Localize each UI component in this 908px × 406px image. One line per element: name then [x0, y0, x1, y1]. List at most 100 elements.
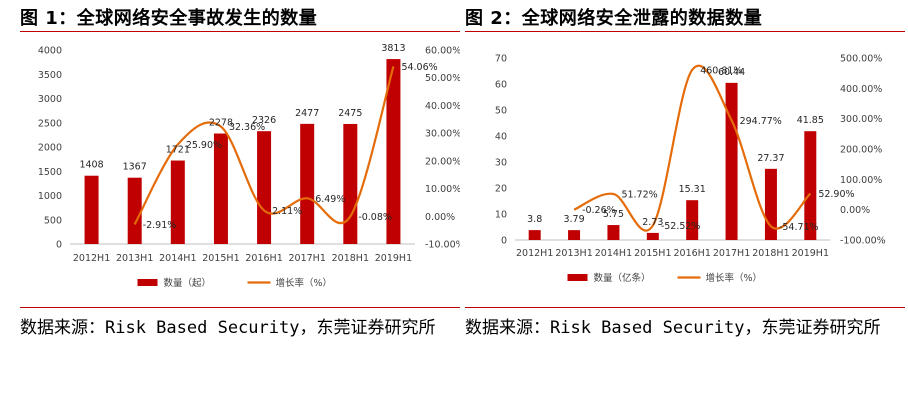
y-left-tick-label: 1500 — [38, 167, 62, 178]
y-left-tick-label: 0 — [501, 236, 507, 247]
y-right-tick-label: 100.00% — [840, 175, 882, 186]
source-note: 数据来源：Risk Based Security，东莞证券研究所 — [465, 318, 881, 338]
bar-data-label: 2.73 — [642, 217, 663, 228]
x-tick-label: 2015H1 — [634, 248, 671, 259]
bar-data-label: 1408 — [79, 160, 103, 171]
bar — [568, 230, 581, 240]
line-data-label: -0.26% — [582, 205, 616, 216]
y-right-tick-label: 0.00% — [840, 205, 870, 216]
line-data-label: 6.49% — [315, 194, 345, 205]
bar — [127, 177, 142, 244]
x-tick-label: 2013H1 — [116, 253, 153, 264]
line-data-label: 25.90% — [186, 140, 222, 151]
title-rule — [20, 31, 460, 32]
bar — [84, 175, 99, 244]
bar — [686, 200, 699, 240]
y-right-tick-label: 30.00% — [425, 129, 460, 140]
y-left-tick-label: 30 — [495, 158, 507, 169]
source-rule — [20, 307, 460, 308]
y-right-tick-label: 40.00% — [425, 101, 460, 112]
y-right-tick-label: 10.00% — [425, 184, 460, 195]
y-right-tick-label: -10.00% — [425, 240, 460, 251]
series-line — [133, 66, 395, 225]
bar — [170, 160, 185, 244]
line-data-label: 294.77% — [740, 116, 782, 127]
y-right-tick-label: 20.00% — [425, 156, 460, 167]
y-left-tick-label: 2000 — [38, 143, 62, 154]
y-left-tick-label: 0 — [56, 240, 62, 251]
bar-data-label: 15.31 — [679, 184, 706, 195]
bar-data-label: 41.85 — [797, 115, 824, 126]
y-right-tick-label: -100.00% — [840, 236, 886, 247]
y-right-tick-label: 500.00% — [840, 54, 882, 65]
y-left-tick-label: 40 — [495, 132, 507, 143]
y-right-tick-label: 50.00% — [425, 73, 460, 84]
bar — [213, 133, 228, 244]
x-tick-label: 2019H1 — [375, 253, 412, 264]
x-tick-label: 2017H1 — [289, 253, 326, 264]
line-data-label: 32.36% — [229, 122, 265, 133]
legend-line-label: 增长率（%） — [706, 272, 763, 284]
chart-panel-1: 图 1：全球网络安全事故发生的数量 0 500 1000 1500 2000 2500 30… — [20, 0, 460, 406]
figure-title: 图 2：全球网络安全泄露的数据数量 — [465, 8, 763, 29]
legend-bar-swatch — [137, 279, 158, 286]
x-tick-label: 2018H1 — [752, 248, 789, 259]
line-data-label: 52.90% — [818, 189, 854, 200]
bar-data-label: 60.44 — [718, 67, 745, 78]
x-tick-label: 2014H1 — [159, 253, 196, 264]
bar-data-label: 5.75 — [603, 209, 624, 220]
chart-panel-2: 图 2：全球网络安全泄露的数据数量 0 10 20 30 40 50 60 70 -100.00… — [465, 0, 905, 406]
y-left-tick-label: 1000 — [38, 191, 62, 202]
y-left-tick-label: 60 — [495, 80, 507, 91]
y-right-tick-label: 300.00% — [840, 114, 882, 125]
line-data-label: -54.71% — [779, 222, 819, 233]
bar-data-label: 3813 — [381, 43, 405, 54]
legend-bar-label: 数量（起） — [164, 277, 212, 289]
legend-bar-label: 数量（亿条） — [594, 272, 651, 284]
bar — [343, 123, 358, 244]
bar — [528, 230, 541, 240]
bar — [257, 131, 272, 244]
line-data-label: 2.11% — [272, 206, 302, 217]
bar — [607, 225, 620, 240]
bar — [725, 82, 738, 240]
incident-count-chart: 0 500 1000 1500 2000 2500 3000 3500 4000 -10.00% 0… — [38, 43, 460, 289]
legend-bar-swatch — [567, 274, 588, 281]
line-data-label: -52.52% — [661, 221, 701, 232]
y-left-tick-label: 50 — [495, 106, 507, 117]
bar — [804, 131, 817, 240]
line-data-label: -0.08% — [358, 212, 392, 223]
y-right-tick-label: 200.00% — [840, 145, 882, 156]
y-left-tick-label: 3500 — [38, 70, 62, 81]
bar-data-label: 2278 — [209, 118, 233, 129]
y-left-tick-label: 3000 — [38, 94, 62, 105]
line-data-label: 460.81% — [700, 65, 742, 76]
bar-data-label: 1721 — [166, 145, 190, 156]
figure-title: 图 1：全球网络安全事故发生的数量 — [20, 8, 318, 29]
y-left-tick-label: 70 — [495, 54, 507, 65]
y-left-tick-label: 20 — [495, 184, 507, 195]
leaked-records-chart: 0 10 20 30 40 50 60 70 -100.00% 0.00% 100.00% 200.0… — [495, 54, 886, 285]
x-tick-label: 2019H1 — [792, 248, 829, 259]
bar — [386, 59, 401, 244]
y-right-tick-label: 0.00% — [425, 212, 455, 223]
bar-data-label: 2475 — [338, 108, 362, 119]
source-note: 数据来源：Risk Based Security，东莞证券研究所 — [20, 318, 436, 338]
y-left-tick-label: 2500 — [38, 118, 62, 129]
y-left-tick-label: 4000 — [38, 46, 62, 57]
x-tick-label: 2016H1 — [674, 248, 711, 259]
y-left-tick-label: 500 — [44, 215, 62, 226]
bar-data-label: 3.8 — [527, 214, 542, 225]
bar — [300, 123, 315, 244]
y-left-tick-label: 10 — [495, 210, 507, 221]
bar-data-label: 2326 — [252, 115, 276, 126]
bar-data-label: 3.79 — [563, 214, 584, 225]
series-line — [573, 64, 812, 232]
x-tick-label: 2015H1 — [202, 253, 239, 264]
x-tick-label: 2016H1 — [245, 253, 282, 264]
line-data-label: -2.91% — [143, 220, 177, 231]
legend-line-label: 增长率（%） — [276, 277, 333, 289]
x-tick-label: 2012H1 — [516, 248, 553, 259]
bar-data-label: 1367 — [123, 162, 147, 173]
bar — [646, 232, 659, 240]
